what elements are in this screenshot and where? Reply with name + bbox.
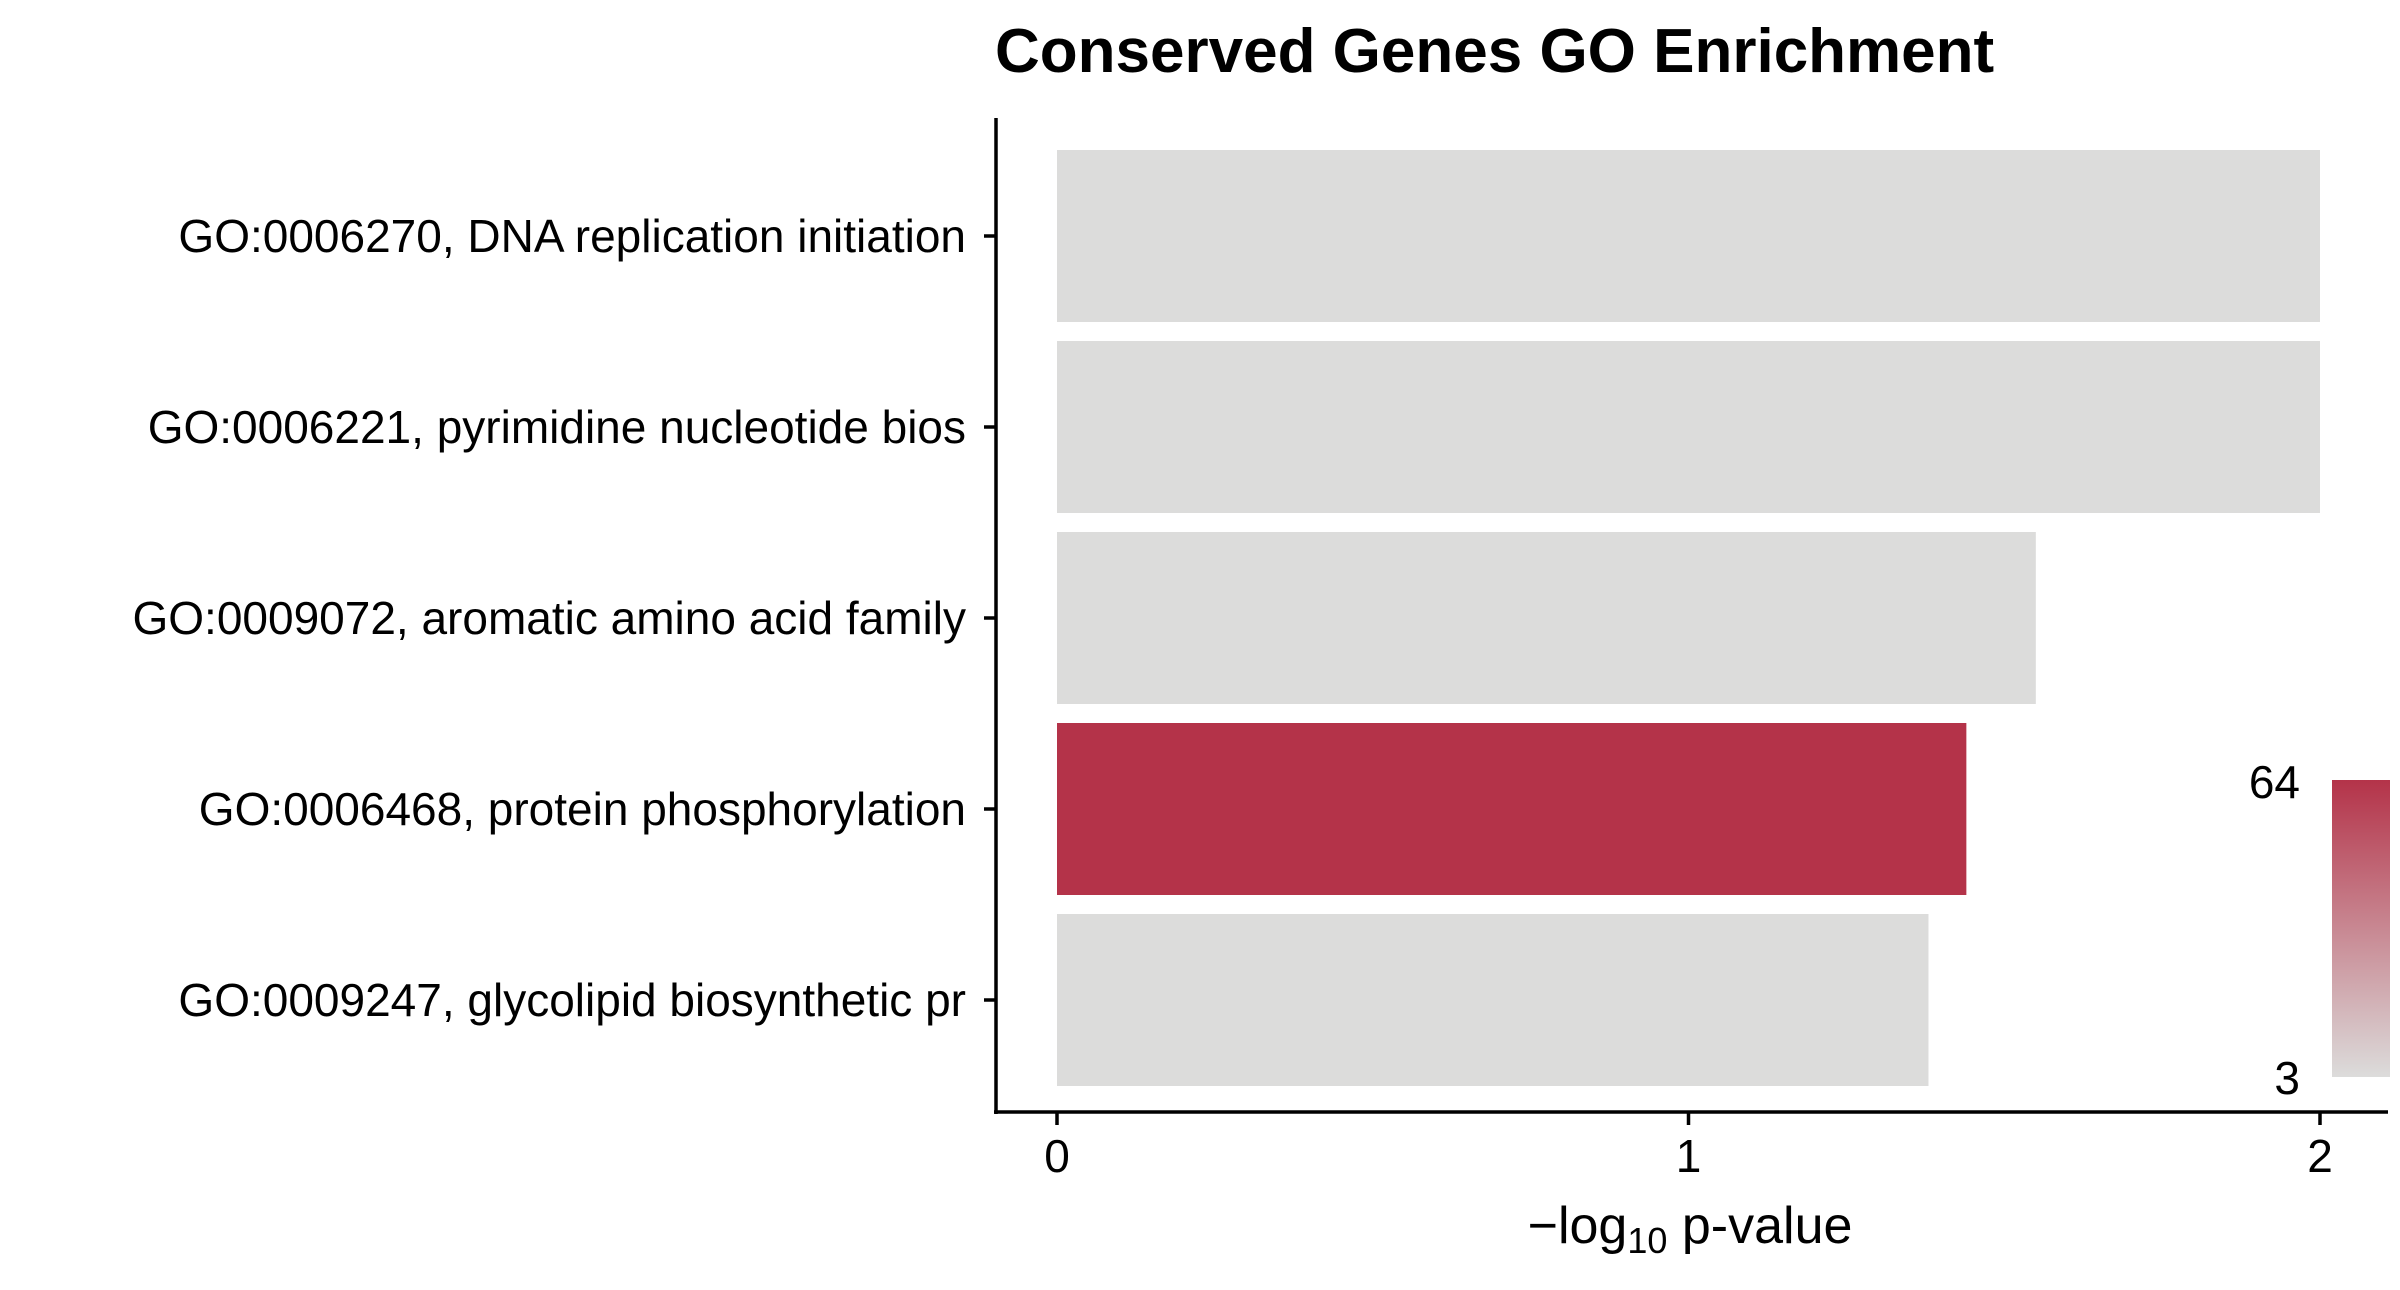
x-tick-label: 1 — [1676, 1130, 1702, 1182]
x-tick-label: 2 — [2307, 1130, 2333, 1182]
x-axis-label: −log10 p-value — [1528, 1197, 1853, 1261]
y-tick-label: GO:0006270, DNA replication initiation — [178, 210, 966, 262]
y-tick-label: GO:0006221, pyrimidine nucleotide bios — [148, 401, 966, 453]
legend-min-label: 3 — [2274, 1052, 2300, 1104]
bars-group — [1057, 150, 2320, 1086]
color-legend: 64 3 — [2249, 756, 2390, 1104]
chart-title: Conserved Genes GO Enrichment — [995, 17, 1994, 86]
x-axis-label-suffix: p-value — [1667, 1197, 1852, 1255]
bar — [1057, 723, 1967, 895]
bar — [1057, 341, 2320, 513]
legend-max-label: 64 — [2249, 756, 2300, 808]
y-tick-label: GO:0009247, glycolipid biosynthetic pr — [178, 974, 966, 1026]
x-tick-label: 0 — [1044, 1130, 1070, 1182]
y-labels-group: GO:0006270, DNA replication initiation GO… — [132, 210, 996, 1026]
color-legend-bar — [2332, 780, 2390, 1077]
bar — [1057, 532, 2036, 704]
y-tick-label: GO:0009072, aromatic amino acid family — [132, 592, 966, 644]
x-ticks-group: 0 1 2 — [1044, 1112, 2333, 1182]
bar — [1057, 914, 1929, 1086]
bar — [1057, 150, 2320, 322]
x-axis-label-subscript: 10 — [1627, 1220, 1667, 1261]
x-axis-label-prefix: −log — [1528, 1197, 1628, 1255]
y-tick-label: GO:0006468, protein phosphorylation — [199, 783, 966, 835]
